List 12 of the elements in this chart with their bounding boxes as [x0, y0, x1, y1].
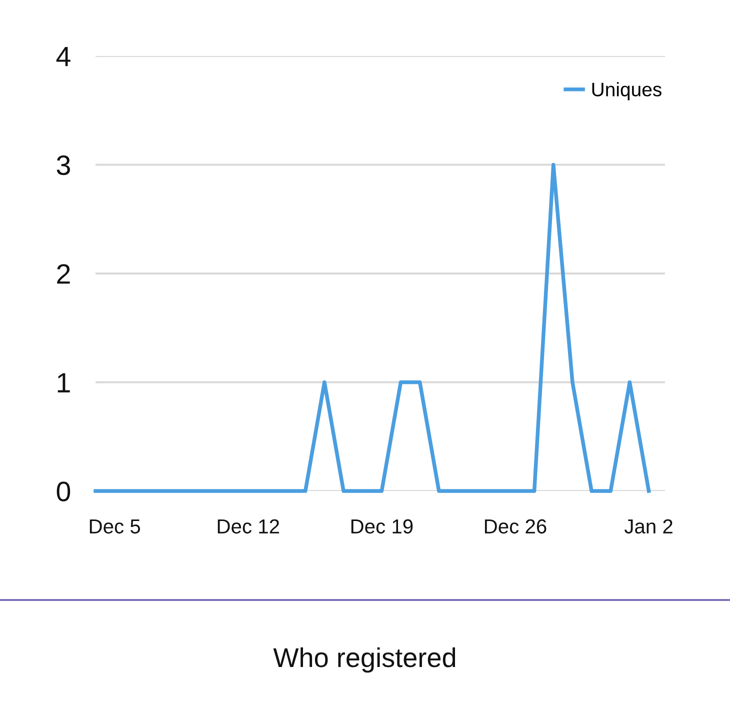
- x-tick-label: Dec 19: [351, 519, 413, 534]
- y-tick-label: 1: [58, 373, 70, 392]
- y-tick-label: 2: [57, 264, 70, 284]
- legend-label: Uniques: [592, 82, 662, 100]
- x-tick-label: Jan 2: [624, 519, 672, 534]
- y-tick-label: 0: [56, 482, 70, 502]
- x-tick-label: Dec 12: [218, 519, 280, 534]
- y-tick-label: 4: [56, 46, 70, 66]
- x-tick-label: Dec 26: [484, 519, 546, 534]
- x-tick-label: Dec 5: [90, 520, 140, 534]
- text: Who registered: [273, 647, 456, 673]
- y-tick-label: 3: [56, 155, 70, 176]
